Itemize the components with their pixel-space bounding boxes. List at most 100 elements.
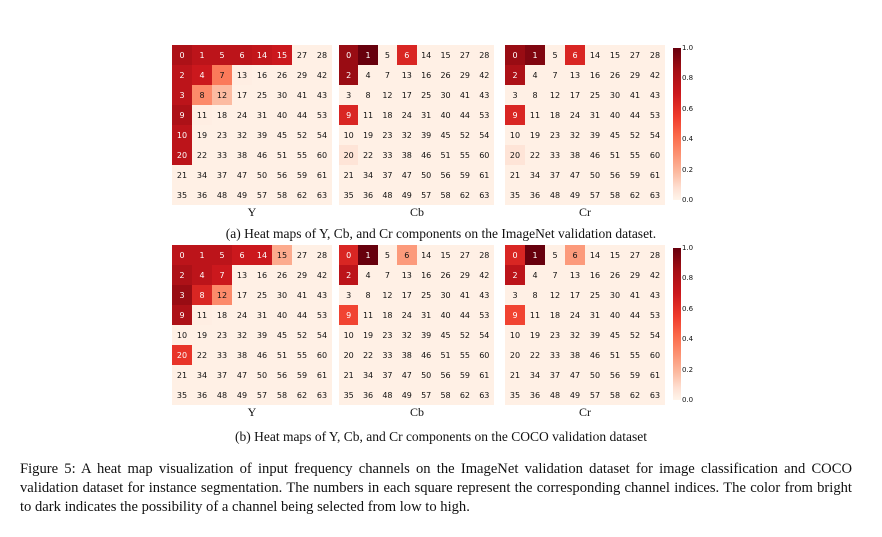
heatmap-cell: 50 <box>585 165 605 185</box>
heatmap-cell: 59 <box>625 365 645 385</box>
heatmap-cell: 46 <box>252 145 272 165</box>
heatmap-cell: 4 <box>525 65 545 85</box>
heatmap-cell: 45 <box>435 125 456 145</box>
heatmap-cell: 17 <box>397 85 417 105</box>
heatmap-cell: 5 <box>212 45 232 65</box>
heatmap-cell: 13 <box>232 65 252 85</box>
heatmap-cell: 13 <box>565 265 585 285</box>
heatmap-cell: 40 <box>435 305 456 325</box>
heatmap-cell: 33 <box>212 345 232 365</box>
heatmap-a-cb: 0 1 5 6 14 15 27 28 2 4 7 13 16 26 29 42 3 8 12 17 25 30 41 43 9… <box>339 45 494 205</box>
heatmap-cell: 39 <box>416 125 436 145</box>
heatmap-cell: 46 <box>585 345 605 365</box>
heatmap-cell: 21 <box>339 165 359 185</box>
heatmap-cell: 29 <box>625 265 645 285</box>
heatmap-cell: 28 <box>645 245 665 265</box>
heatmap-cell: 55 <box>625 345 645 365</box>
heatmap-cell: 15 <box>605 245 625 265</box>
heatmap-cell: 3 <box>505 85 525 105</box>
heatmap-cell: 7 <box>212 65 232 85</box>
heatmap-cell: 41 <box>455 285 475 305</box>
heatmap-cell: 17 <box>397 285 417 305</box>
heatmap-cell: 8 <box>192 85 212 105</box>
heatmap-cell: 40 <box>605 105 625 125</box>
heatmap-label-a-cb: Cb <box>409 205 424 219</box>
heatmap-cell: 12 <box>212 85 232 105</box>
heatmap-cell: 48 <box>377 385 398 405</box>
heatmap-cell: 12 <box>212 285 232 305</box>
heatmap-cell: 49 <box>565 385 585 405</box>
heatmap-cell: 42 <box>645 65 665 85</box>
heatmap-cell: 14 <box>416 245 436 265</box>
heatmap-cell: 37 <box>377 165 398 185</box>
heatmap-cell: 23 <box>377 125 398 145</box>
heatmap-cell: 39 <box>585 325 605 345</box>
heatmap-cell: 23 <box>212 325 232 345</box>
heatmap-cell: 55 <box>455 145 475 165</box>
panel-a-caption: (a) Heat maps of Y, Cb, and Cr component… <box>225 226 657 241</box>
heatmap-cell: 58 <box>605 385 625 405</box>
heatmap-cell: 9 <box>339 305 359 325</box>
heatmap-cell: 37 <box>545 165 565 185</box>
heatmap-cell: 27 <box>292 245 312 265</box>
heatmap-cell: 28 <box>645 45 665 65</box>
heatmap-cell: 57 <box>585 185 605 205</box>
heatmap-cell: 53 <box>645 105 665 125</box>
heatmap-cell: 61 <box>645 365 665 385</box>
heatmap-cell: 33 <box>212 145 232 165</box>
heatmap-cell: 1 <box>525 245 545 265</box>
heatmap-cell: 12 <box>545 85 565 105</box>
heatmap-cell: 44 <box>455 305 475 325</box>
heatmap-cell: 15 <box>605 45 625 65</box>
heatmap-cell: 9 <box>505 105 525 125</box>
heatmap-cell: 4 <box>358 265 378 285</box>
heatmap-cell: 6 <box>565 245 585 265</box>
heatmap-cell: 56 <box>605 165 625 185</box>
heatmap-cell: 43 <box>645 285 665 305</box>
heatmap-cell: 35 <box>505 185 525 205</box>
heatmap-cell: 10 <box>172 325 192 345</box>
heatmap-cell: 3 <box>339 85 359 105</box>
heatmap-cell: 26 <box>435 65 456 85</box>
heatmap-cell: 8 <box>525 285 545 305</box>
heatmap-cell: 49 <box>232 385 252 405</box>
heatmap-cell: 17 <box>232 285 252 305</box>
heatmap-cell: 6 <box>565 45 585 65</box>
heatmap-cell: 33 <box>545 345 565 365</box>
heatmap-cell: 56 <box>272 165 292 185</box>
heatmap-cell: 26 <box>272 65 292 85</box>
heatmap-cell: 21 <box>505 165 525 185</box>
heatmap-cell: 63 <box>474 185 494 205</box>
heatmap-cell: 45 <box>605 325 625 345</box>
heatmap-cell: 20 <box>505 145 525 165</box>
heatmap-cell: 5 <box>377 45 398 65</box>
heatmap-cell: 22 <box>525 145 545 165</box>
heatmap-label-a-y: Y <box>247 205 257 219</box>
heatmap-cell: 57 <box>252 385 272 405</box>
colorbar-a <box>673 48 681 200</box>
heatmap-cell: 31 <box>252 305 272 325</box>
heatmap-cell: 59 <box>292 165 312 185</box>
heatmap-cell: 26 <box>435 265 456 285</box>
colorbar-tick-label: 0.4 <box>682 335 694 344</box>
heatmap-cell: 57 <box>416 185 436 205</box>
heatmap-cell: 24 <box>232 105 252 125</box>
heatmap-cell: 40 <box>435 105 456 125</box>
heatmap-cell: 59 <box>455 165 475 185</box>
heatmap-cell: 41 <box>292 285 312 305</box>
heatmap-cell: 13 <box>232 265 252 285</box>
heatmap-cell: 36 <box>192 385 212 405</box>
heatmap-cell: 32 <box>232 325 252 345</box>
heatmap-cell: 4 <box>525 265 545 285</box>
heatmap-cell: 2 <box>505 65 525 85</box>
heatmap-cell: 12 <box>377 285 398 305</box>
heatmap-cell: 34 <box>192 165 212 185</box>
heatmap-cell: 24 <box>232 305 252 325</box>
heatmap-cell: 22 <box>525 345 545 365</box>
heatmap-cell: 56 <box>272 365 292 385</box>
heatmap-cell: 29 <box>292 65 312 85</box>
heatmap-cell: 29 <box>455 65 475 85</box>
colorbar-tick-label: 0.6 <box>682 304 694 313</box>
heatmap-cell: 33 <box>377 145 398 165</box>
heatmap-cell: 22 <box>192 345 212 365</box>
